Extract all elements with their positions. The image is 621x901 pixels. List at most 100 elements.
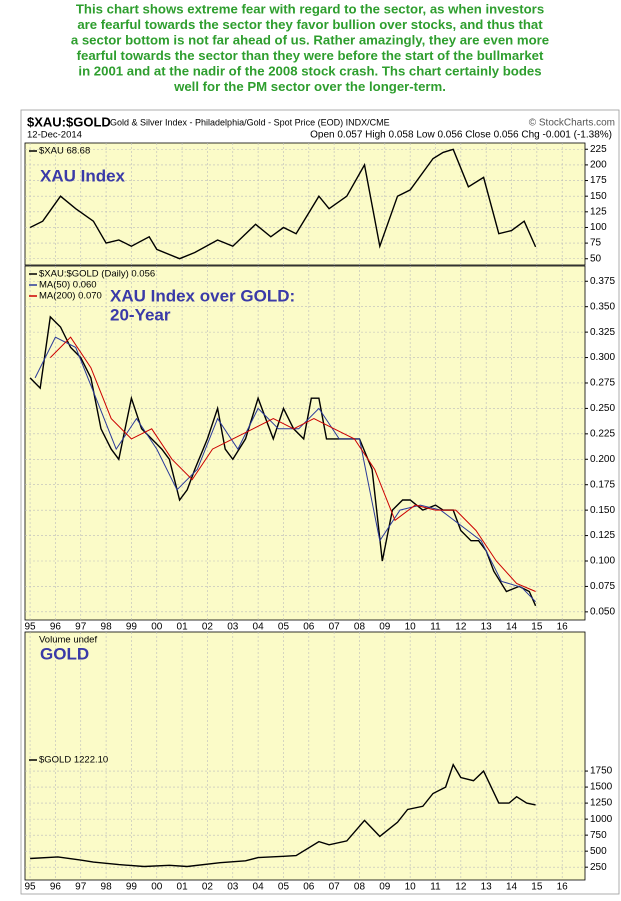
x-tick-label: 15	[531, 622, 543, 633]
series-line	[34, 336, 536, 603]
x-tick-label: 96	[50, 622, 62, 633]
y-tick-label: 50	[590, 253, 602, 264]
y-tick-label: 500	[590, 846, 607, 857]
x-tick-label: 11	[430, 882, 441, 893]
x-tick-label: 97	[75, 882, 87, 893]
y-tick-label: 0.325	[590, 327, 615, 338]
x-tick-label: 02	[202, 622, 214, 633]
y-tick-label: 0.225	[590, 428, 615, 439]
y-tick-label: 200	[590, 160, 607, 171]
y-tick-label: 0.250	[590, 403, 615, 414]
y-tick-label: 0.300	[590, 352, 615, 363]
x-tick-label: 00	[151, 622, 163, 633]
legend-label: $XAU 68.68	[39, 146, 90, 157]
x-tick-label: 98	[101, 622, 113, 633]
y-tick-label: 175	[590, 175, 607, 186]
panel-label: Volume undef	[39, 635, 97, 646]
series-line	[49, 336, 536, 592]
x-tick-label: 98	[101, 882, 113, 893]
x-tick-label: 96	[50, 882, 62, 893]
x-tick-label: 05	[278, 622, 290, 633]
x-tick-label: 06	[303, 622, 315, 633]
y-tick-label: 0.350	[590, 301, 615, 312]
y-tick-label: 0.375	[590, 276, 615, 287]
y-tick-label: 1500	[590, 782, 613, 793]
annotation: XAU Index	[40, 166, 126, 185]
date: 12-Dec-2014	[27, 130, 82, 141]
x-tick-label: 12	[455, 622, 467, 633]
x-tick-label: 03	[227, 622, 239, 633]
x-tick-label: 13	[481, 882, 493, 893]
x-tick-label: 05	[278, 882, 290, 893]
y-tick-label: 125	[590, 206, 607, 217]
y-tick-label: 0.150	[590, 505, 615, 516]
y-tick-label: 750	[590, 830, 607, 841]
legend-label: MA(50) 0.060	[39, 280, 97, 291]
legend-label: $XAU:$GOLD (Daily) 0.056	[39, 269, 155, 280]
x-tick-label: 99	[126, 882, 138, 893]
annotation: GOLD	[40, 644, 89, 663]
x-tick-label: 10	[405, 622, 417, 633]
y-tick-label: 1000	[590, 814, 613, 825]
x-tick-label: 14	[506, 882, 518, 893]
x-tick-label: 10	[405, 882, 417, 893]
y-tick-label: 100	[590, 222, 607, 233]
plot-area	[24, 142, 586, 266]
x-tick-label: 08	[354, 622, 366, 633]
header-line: a sector bottom is not far ahead of us. …	[71, 32, 549, 47]
x-tick-label: 12	[455, 882, 467, 893]
x-tick-label: 04	[253, 882, 265, 893]
y-tick-label: 0.050	[590, 607, 615, 618]
quote: Open 0.057 High 0.058 Low 0.056 Close 0.…	[310, 130, 612, 141]
x-tick-label: 06	[303, 882, 315, 893]
x-tick-label: 08	[354, 882, 366, 893]
y-tick-label: 0.175	[590, 479, 615, 490]
y-tick-label: 1250	[590, 798, 613, 809]
y-tick-label: 0.075	[590, 581, 615, 592]
y-tick-label: 250	[590, 862, 607, 873]
header-line: well for the PM sector over the longer-t…	[173, 79, 446, 94]
x-tick-label: 95	[25, 622, 37, 633]
y-tick-label: 150	[590, 191, 607, 202]
plot-area	[24, 631, 586, 881]
y-tick-label: 0.100	[590, 556, 615, 567]
y-tick-label: 0.200	[590, 454, 615, 465]
x-tick-label: 99	[126, 622, 138, 633]
symbol: $XAU:$GOLD	[27, 114, 111, 129]
y-tick-label: 75	[590, 238, 602, 249]
header-line: are fearful towards the sector they favo…	[77, 17, 543, 32]
source: © StockCharts.com	[529, 118, 615, 129]
header-line: fearful towards the sector than they wer…	[77, 48, 544, 63]
y-tick-label: 0.125	[590, 530, 615, 541]
y-tick-label: 1750	[590, 766, 613, 777]
y-tick-label: 225	[590, 144, 607, 155]
x-tick-label: 07	[329, 622, 341, 633]
x-tick-label: 09	[379, 622, 391, 633]
x-tick-label: 16	[557, 622, 569, 633]
y-tick-label: 0.275	[590, 378, 615, 389]
x-tick-label: 02	[202, 882, 214, 893]
series-line	[29, 315, 537, 607]
x-tick-label: 00	[151, 882, 163, 893]
x-tick-label: 09	[379, 882, 391, 893]
header-line: This chart shows extreme fear with regar…	[76, 1, 544, 16]
annotation: 20-Year	[110, 305, 171, 324]
x-tick-label: 15	[531, 882, 543, 893]
x-tick-label: 07	[329, 882, 341, 893]
annotation: XAU Index over GOLD:	[110, 286, 295, 305]
x-tick-label: 97	[75, 622, 87, 633]
x-tick-label: 14	[506, 622, 518, 633]
legend-label: $GOLD 1222.10	[39, 755, 108, 766]
series-line	[29, 148, 537, 260]
x-tick-label: 01	[177, 622, 189, 633]
x-tick-label: 11	[430, 622, 441, 633]
description: Gold & Silver Index - Philadelphia/Gold …	[110, 117, 390, 127]
x-tick-label: 04	[253, 622, 265, 633]
x-tick-label: 03	[227, 882, 239, 893]
x-tick-label: 16	[557, 882, 569, 893]
x-tick-label: 95	[25, 882, 37, 893]
legend-label: MA(200) 0.070	[39, 291, 102, 302]
header-line: in 2001 and at the nadir of the 2008 sto…	[78, 63, 541, 78]
x-tick-label: 01	[177, 882, 189, 893]
